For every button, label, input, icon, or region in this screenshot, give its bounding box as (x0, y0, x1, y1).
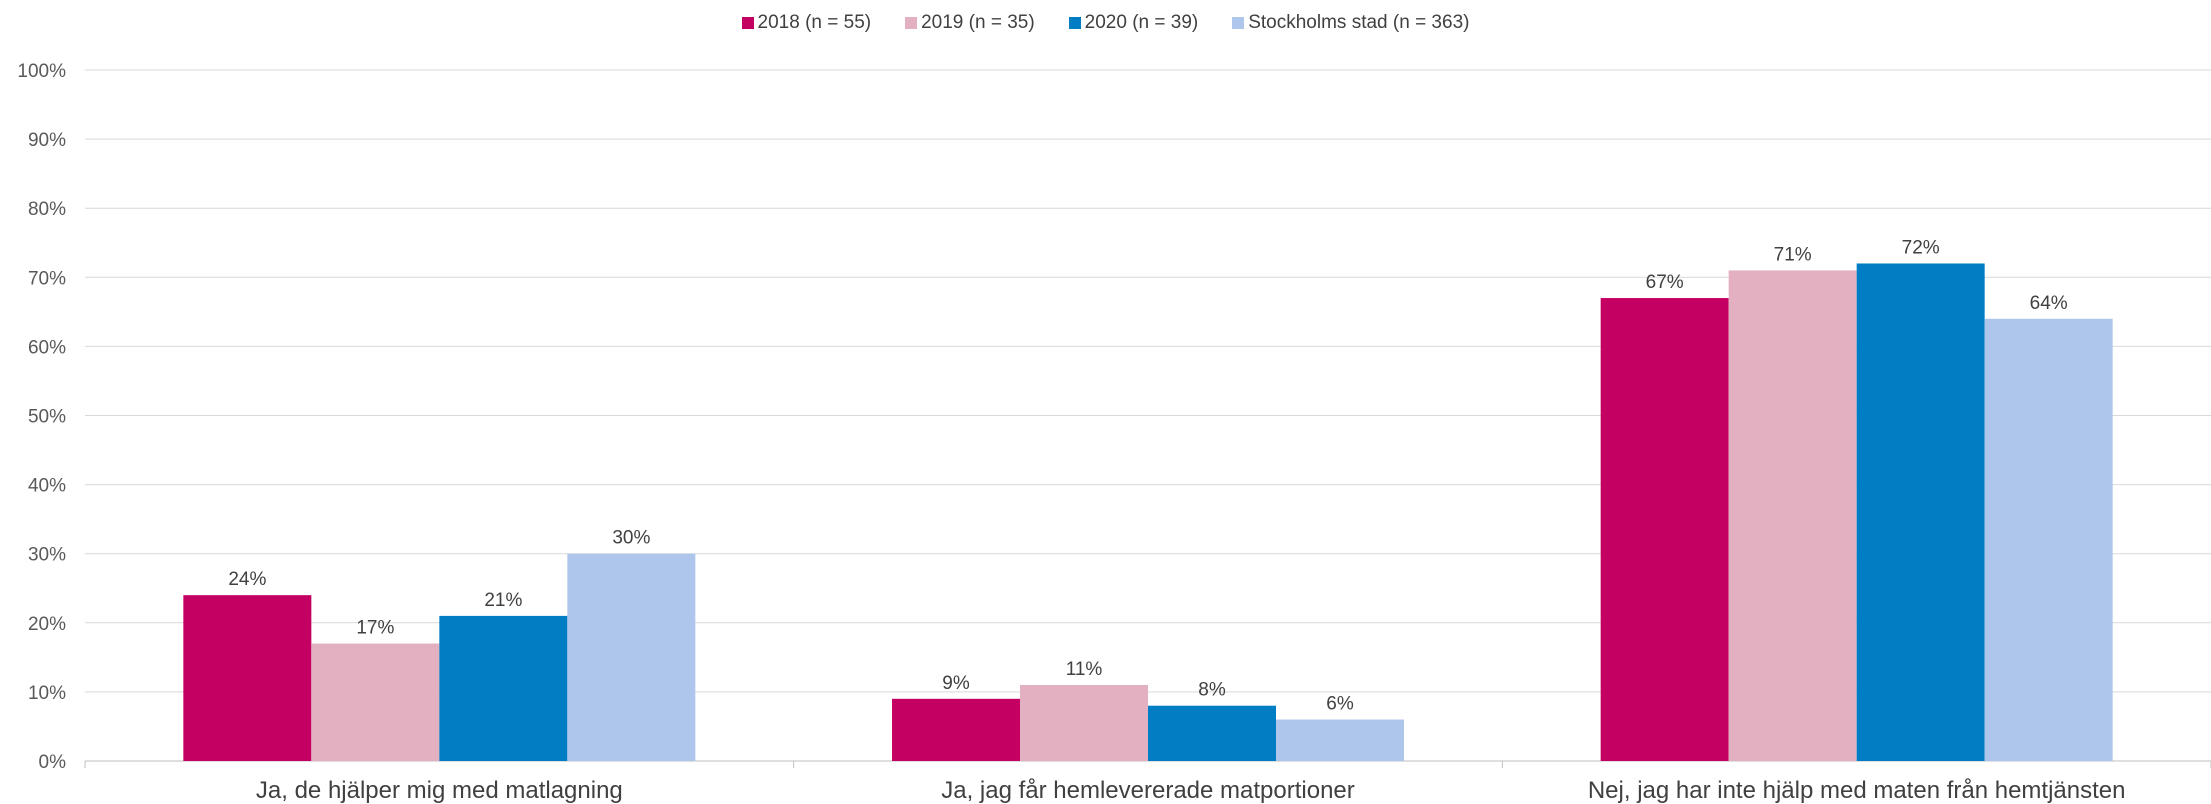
data-label: 67% (1646, 272, 1684, 293)
legend-swatch (1232, 17, 1245, 29)
bar (1984, 318, 2113, 761)
legend-item: 2018 (n = 55) (741, 12, 872, 34)
legend-label: 2020 (n = 39) (1084, 12, 1199, 33)
bar (311, 643, 440, 761)
bar (1728, 270, 1857, 761)
category-label: Ja, jag får hemlevererade matportioner (941, 777, 1355, 804)
data-label: 11% (1066, 659, 1103, 680)
data-label: 6% (1326, 694, 1354, 715)
bar (1148, 705, 1276, 761)
y-tick-label: 60% (28, 337, 66, 358)
y-tick-label: 20% (28, 614, 66, 635)
data-label: 21% (484, 590, 522, 611)
data-label: 71% (1774, 244, 1812, 265)
bar (1020, 684, 1148, 761)
data-label: 17% (356, 618, 394, 639)
data-label: 24% (228, 569, 266, 590)
y-tick-label: 100% (17, 61, 66, 82)
data-label: 8% (1198, 680, 1226, 701)
legend-item: Stockholms stad (n = 363) (1232, 12, 1469, 34)
legend-item: 2019 (n = 35) (905, 12, 1035, 34)
legend-label: Stockholms stad (n = 363) (1248, 12, 1470, 33)
bar (567, 553, 696, 761)
y-tick-label: 30% (28, 545, 66, 566)
data-label: 30% (612, 528, 650, 549)
legend-swatch (905, 17, 918, 29)
data-label: 64% (2030, 293, 2068, 314)
bar (439, 615, 568, 761)
category-label: Nej, jag har inte hjälp med maten från h… (1588, 777, 2126, 804)
legend-label: 2018 (n = 55) (757, 12, 872, 33)
y-tick-label: 40% (28, 476, 66, 497)
data-label: 72% (1902, 237, 1940, 258)
legend: 2018 (n = 55) 2019 (n = 35) 2020 (n = 39) S… (0, 12, 2211, 34)
legend-swatch (1068, 17, 1081, 29)
y-tick-label: 0% (39, 752, 67, 773)
y-tick-label: 70% (28, 268, 66, 289)
bar (892, 698, 1020, 761)
y-tick-label: 80% (28, 199, 66, 220)
bar (1600, 298, 1729, 761)
y-tick-label: 90% (28, 130, 66, 151)
category-label: Ja, de hjälper mig med matlagning (256, 777, 623, 804)
legend-item: 2020 (n = 39) (1068, 12, 1199, 34)
y-tick-label: 10% (28, 683, 66, 704)
legend-swatch (741, 17, 754, 29)
bar (1276, 719, 1404, 761)
bar (183, 595, 312, 761)
legend-label: 2019 (n = 35) (921, 12, 1035, 33)
bar (1856, 263, 1985, 761)
data-label: 9% (942, 673, 970, 694)
y-tick-label: 50% (28, 407, 66, 428)
